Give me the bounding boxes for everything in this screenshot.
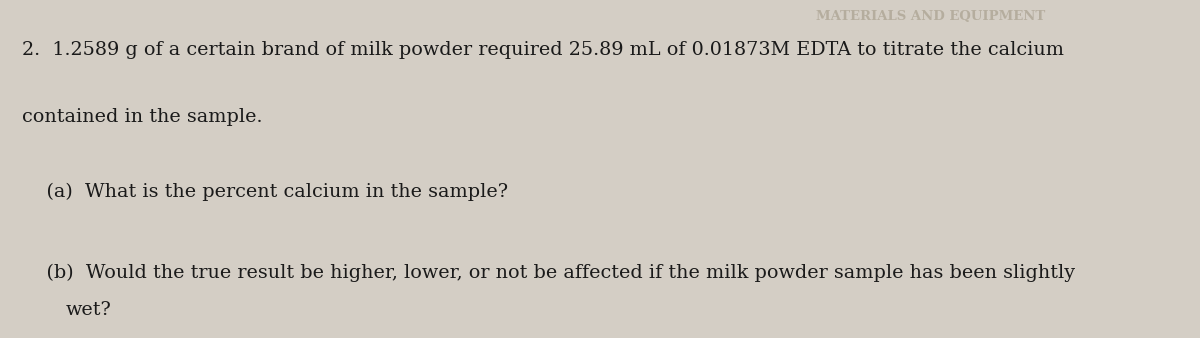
- Text: (a)  What is the percent calcium in the sample?: (a) What is the percent calcium in the s…: [22, 183, 508, 201]
- Text: (b)  Would the true result be higher, lower, or not be affected if the milk powd: (b) Would the true result be higher, low…: [22, 264, 1075, 282]
- Text: contained in the sample.: contained in the sample.: [22, 108, 262, 126]
- Text: MATERIALS AND EQUIPMENT: MATERIALS AND EQUIPMENT: [816, 10, 1045, 23]
- Text: 2.  1.2589 g of a certain brand of milk powder required 25.89 mL of 0.01873M EDT: 2. 1.2589 g of a certain brand of milk p…: [22, 41, 1063, 58]
- Text: wet?: wet?: [66, 301, 112, 319]
